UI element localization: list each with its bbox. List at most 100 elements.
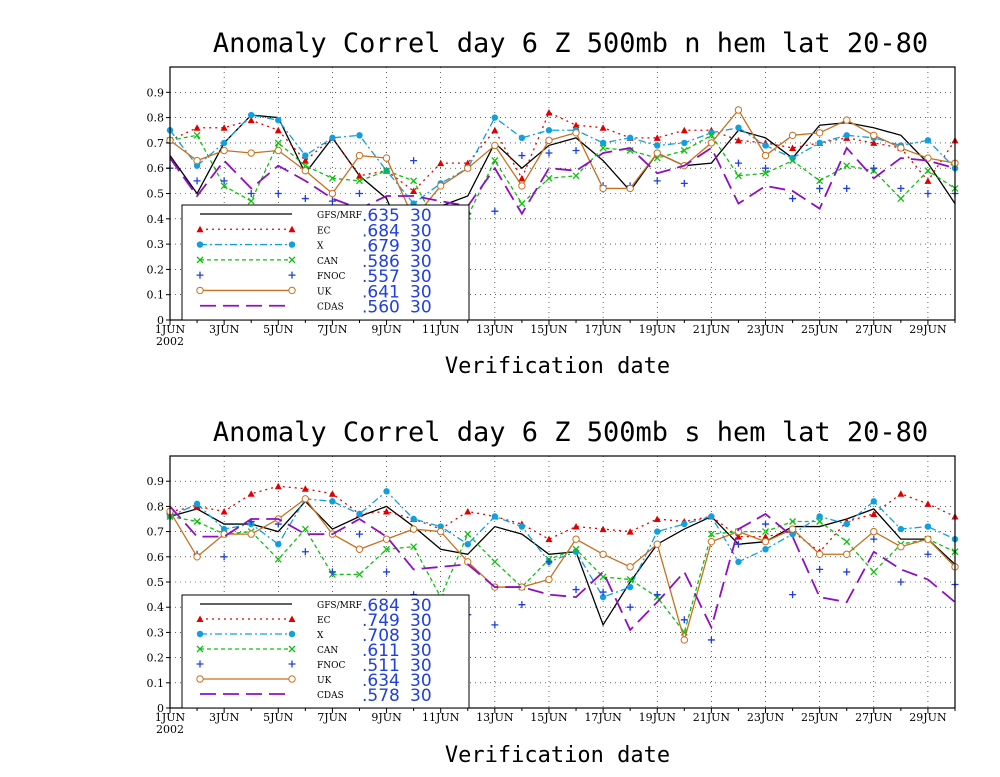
y-tick-label: 0.6 [147,162,165,175]
data-point [680,636,689,644]
x-tick-label: 15JUN [530,323,568,336]
data-point [626,528,634,535]
legend-label: GFS/MRF [317,601,362,611]
y-tick-label: 0 [157,314,164,327]
data-point [355,172,363,179]
data-point [626,603,634,611]
y-tick-label: 0.4 [147,213,165,226]
data-point [734,172,742,180]
chart-panel-2: Anomaly Correl day 6 Z 500mb s hem lat 2… [147,417,959,768]
data-point [707,131,715,139]
data-point [816,513,823,520]
series-line [169,515,956,634]
data-point [518,601,526,609]
data-point [653,177,661,185]
legend-marker [196,241,204,248]
legend-entry-ec: EC .684 30 [196,221,432,241]
data-point [491,157,499,165]
legend-entry-uk: UK .634 30 [196,671,432,691]
data-point [545,535,553,543]
data-point [491,141,499,150]
legend-label: X [317,631,324,641]
data-point [816,139,823,147]
legend-label: GFS/MRF [317,211,362,221]
data-point [409,525,418,533]
data-point [762,528,769,536]
x-tick-label: 1JUN [155,323,186,336]
legend-label: UK [317,676,332,686]
series-ec [166,109,959,194]
legend-score: .586 [362,252,400,272]
data-point [437,523,444,530]
legend-count: 30 [410,671,432,691]
series-line [169,146,956,216]
data-point [897,144,905,152]
data-point [734,540,742,548]
data-point [301,495,310,503]
data-point [626,184,634,193]
series-line [169,497,956,643]
y-tick-label: 0.1 [147,289,165,302]
series-gfs-mrf [169,114,956,264]
legend-entry-x: X .708 30 [196,626,432,646]
data-point [924,167,932,175]
data-point [410,177,418,185]
legend-marker [288,660,296,668]
data-point [843,568,851,576]
legend-count: 30 [410,656,432,676]
data-point [247,190,255,197]
data-point [788,131,797,140]
x-tick-label: 25JUN [801,711,839,724]
x-tick-label: 27JUN [855,323,893,336]
data-point [599,525,607,533]
data-point [274,126,282,134]
data-point [193,500,201,508]
series-uk [166,495,959,644]
data-point [491,126,499,134]
series-line [169,490,956,598]
data-point [843,162,851,170]
data-point [545,575,553,584]
legend-label: CDAS [317,303,344,313]
x-tick-label: 7JUN [317,711,348,724]
data-point [653,134,661,141]
data-point [870,527,878,536]
series-line [169,114,956,205]
y-tick-label: 0.2 [147,263,165,276]
data-point [193,518,201,525]
legend-entry-gfs-mrf: GFS/MRF .635 30 [200,206,432,226]
data-point [328,197,336,205]
data-point [220,182,228,190]
data-point [599,588,607,596]
data-point [383,568,391,576]
data-point [599,144,607,152]
data-point [680,126,688,134]
data-point [383,507,391,515]
x-tick-label: 19JUN [639,711,677,724]
series-line [169,485,956,553]
x-tick-label: 21JUN [693,323,731,336]
data-point [762,169,769,177]
data-point [572,121,580,129]
y-tick-label: 0.9 [147,86,165,99]
legend-entry-gfs-mrf: GFS/MRF .684 30 [200,596,432,616]
data-point [870,498,877,505]
x-tick-label: 15JUN [530,711,568,724]
data-point [356,132,363,139]
data-point [410,157,418,165]
x-tick-label: 11JUN [422,711,460,724]
series-x [166,111,959,207]
legend-count: 30 [410,267,432,287]
chart-title: Anomaly Correl day 6 Z 500mb s hem lat 2… [213,417,928,448]
data-point [436,182,445,190]
data-point [897,543,905,551]
data-point [762,142,769,149]
data-point [843,184,851,192]
legend-entry-can: CAN .586 30 [196,252,432,272]
legend-marker [288,271,296,279]
data-point [518,134,526,142]
data-point [437,159,445,167]
legend-count: 30 [410,206,432,226]
x-tick-sublabel: 2002 [156,335,184,348]
data-point [464,541,471,548]
